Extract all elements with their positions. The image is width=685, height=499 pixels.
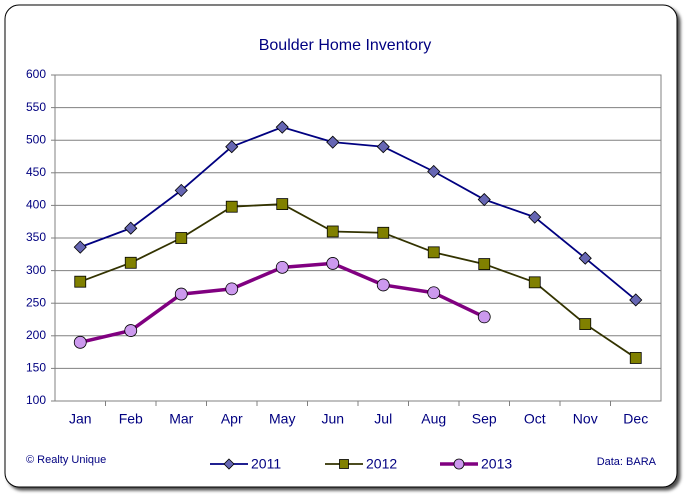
x-tick-label: Oct bbox=[524, 411, 546, 427]
y-tick-label: 150 bbox=[26, 361, 46, 375]
data-point bbox=[225, 282, 239, 296]
source-note: © Realty Unique bbox=[26, 454, 106, 466]
x-tick-label: Apr bbox=[221, 411, 243, 427]
data-point bbox=[175, 232, 188, 244]
y-tick-label: 450 bbox=[26, 165, 46, 179]
data-point bbox=[629, 293, 643, 307]
x-tick-label: May bbox=[269, 411, 295, 427]
y-tick-label: 300 bbox=[26, 263, 46, 277]
x-tick-label: Jul bbox=[374, 411, 392, 427]
data-point bbox=[276, 198, 289, 210]
x-tick-label: Jan bbox=[69, 411, 92, 427]
x-tick-label: Mar bbox=[169, 411, 193, 427]
data-point bbox=[73, 240, 87, 254]
x-tick-label: Nov bbox=[573, 411, 598, 427]
legend-label: 2012 bbox=[366, 456, 397, 472]
data-point bbox=[225, 140, 239, 154]
data-point bbox=[578, 251, 592, 265]
data-point bbox=[225, 200, 238, 213]
y-tick-label: 100 bbox=[26, 393, 46, 407]
y-tick-label: 200 bbox=[26, 328, 46, 342]
data-point bbox=[275, 120, 289, 134]
data-point bbox=[174, 183, 188, 197]
data-point bbox=[124, 221, 138, 235]
data-point bbox=[579, 318, 592, 330]
legend-marker bbox=[339, 459, 349, 469]
data-point bbox=[174, 287, 188, 301]
data-point bbox=[427, 246, 440, 259]
data-point bbox=[377, 226, 390, 239]
chart-title: Boulder Home Inventory bbox=[259, 37, 432, 54]
data-point bbox=[629, 352, 642, 364]
data-point bbox=[326, 225, 339, 238]
data-point bbox=[124, 324, 138, 337]
y-tick-label: 500 bbox=[26, 132, 46, 146]
legend-marker bbox=[223, 458, 235, 470]
y-tick-label: 400 bbox=[26, 198, 46, 212]
data-note: Data: BARA bbox=[597, 456, 657, 468]
legend-label: 2011 bbox=[251, 456, 281, 472]
series-line bbox=[79, 203, 637, 359]
legend-label: 2013 bbox=[481, 456, 512, 472]
data-point bbox=[74, 275, 87, 288]
x-tick-label: Aug bbox=[421, 411, 446, 427]
data-point bbox=[376, 278, 390, 292]
data-point bbox=[326, 135, 340, 149]
y-tick-label: 600 bbox=[26, 67, 46, 81]
series-line bbox=[79, 126, 637, 301]
data-point bbox=[528, 276, 541, 289]
data-point bbox=[427, 286, 441, 300]
x-tick-label: Dec bbox=[623, 411, 648, 427]
x-tick-label: Feb bbox=[119, 411, 143, 427]
data-point bbox=[477, 310, 491, 324]
x-tick-label: Jun bbox=[321, 411, 344, 427]
y-tick-label: 550 bbox=[26, 100, 46, 114]
data-point bbox=[427, 164, 441, 179]
data-point bbox=[73, 335, 87, 349]
data-point bbox=[326, 257, 340, 270]
y-tick-label: 350 bbox=[26, 230, 46, 244]
data-point bbox=[478, 258, 491, 270]
x-tick-label: Sep bbox=[472, 411, 497, 427]
legend-marker bbox=[453, 458, 465, 470]
data-point bbox=[477, 192, 491, 207]
y-tick-label: 250 bbox=[26, 295, 46, 309]
data-point bbox=[528, 210, 542, 224]
data-point bbox=[124, 256, 137, 269]
data-point bbox=[376, 140, 390, 154]
data-point bbox=[275, 260, 289, 274]
